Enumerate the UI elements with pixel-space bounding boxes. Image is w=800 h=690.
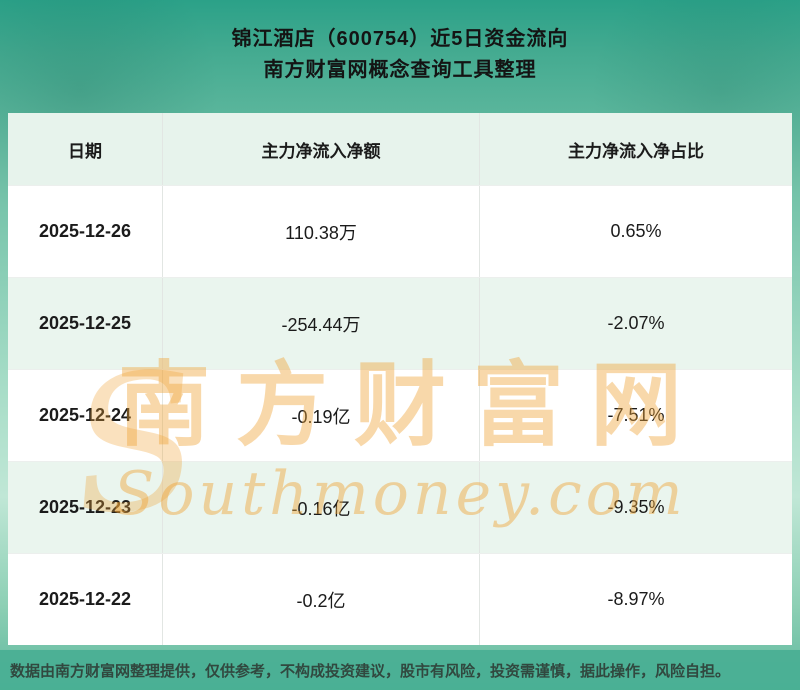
table-row: 2025-12-22 -0.2亿 -8.97% <box>8 553 792 645</box>
cell-date: 2025-12-22 <box>8 554 163 645</box>
footer-disclaimer-text: 数据由南方财富网整理提供，仅供参考，不构成投资建议，股市有风险，投资需谨慎，据此… <box>10 662 731 680</box>
table-row: 2025-12-25 -254.44万 -2.07% <box>8 277 792 369</box>
cell-date: 2025-12-26 <box>8 186 163 277</box>
cell-net-inflow-amount: -0.16亿 <box>163 462 480 553</box>
cell-net-inflow-percent: -8.97% <box>607 589 665 609</box>
cell-net-inflow-percent: 0.65% <box>610 221 662 241</box>
title-block: 锦江酒店（600754）近5日资金流向 南方财富网概念查询工具整理 <box>0 24 800 86</box>
fund-flow-table: 日期 主力净流入净额 主力净流入净占比 2025-12-26 110.38万 0… <box>8 113 792 645</box>
cell-net-inflow-amount: -254.44万 <box>163 278 480 369</box>
cell-date: 2025-12-24 <box>8 370 163 461</box>
column-header-net-inflow-amount: 主力净流入净额 <box>163 113 480 185</box>
column-header-date: 日期 <box>8 113 163 185</box>
cell-net-inflow-amount: -0.19亿 <box>163 370 480 461</box>
column-header-net-inflow-percent: 主力净流入净占比 <box>568 141 704 161</box>
cell-net-inflow-amount: -0.2亿 <box>163 554 480 645</box>
cell-net-inflow-percent: -7.51% <box>607 405 665 425</box>
table-row: 2025-12-23 -0.16亿 -9.35% <box>8 461 792 553</box>
footer-band: 数据由南方财富网整理提供，仅供参考，不构成投资建议，股市有风险，投资需谨慎，据此… <box>0 650 800 690</box>
cell-net-inflow-amount: 110.38万 <box>163 186 480 277</box>
table-row: 2025-12-24 -0.19亿 -7.51% <box>8 369 792 461</box>
cell-date: 2025-12-25 <box>8 278 163 369</box>
table-header-row: 日期 主力净流入净额 主力净流入净占比 <box>8 113 792 185</box>
cell-net-inflow-percent: -2.07% <box>607 313 665 333</box>
cell-net-inflow-percent: -9.35% <box>607 497 665 517</box>
cell-date: 2025-12-23 <box>8 462 163 553</box>
table-row: 2025-12-26 110.38万 0.65% <box>8 185 792 277</box>
page-title: 锦江酒店（600754）近5日资金流向 <box>231 28 569 50</box>
page-subtitle: 南方财富网概念查询工具整理 <box>263 59 537 81</box>
